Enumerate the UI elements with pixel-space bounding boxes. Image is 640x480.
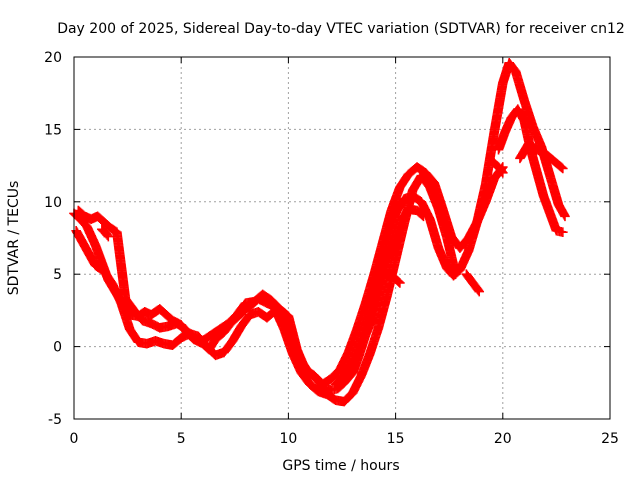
data-point-marker <box>473 285 484 296</box>
data-point-marker <box>395 278 405 288</box>
y-tick-label: 20 <box>44 50 62 66</box>
x-tick-label: 10 <box>279 431 297 447</box>
y-tick-label: 10 <box>44 195 62 211</box>
data-point-marker <box>394 277 404 287</box>
data-point-marker <box>102 230 113 240</box>
series-arc-5 <box>493 104 568 238</box>
data-point-marker <box>103 231 114 242</box>
y-tick-label: 15 <box>44 122 62 138</box>
y-tick-label: -5 <box>48 412 62 428</box>
data-point-marker <box>558 227 568 238</box>
y-tick-label: 0 <box>53 340 62 356</box>
data-point-marker <box>558 163 568 174</box>
x-tick-label: 15 <box>387 431 405 447</box>
data-points <box>69 57 570 407</box>
x-tick-label: 25 <box>601 431 619 447</box>
x-tick-label: 5 <box>177 431 186 447</box>
x-tick-label: 20 <box>494 431 512 447</box>
data-point-marker <box>474 286 485 297</box>
series-arc-4 <box>330 57 570 390</box>
y-tick-label: 5 <box>53 267 62 283</box>
x-tick-label: 0 <box>70 431 79 447</box>
x-axis-label: GPS time / hours <box>282 458 399 474</box>
chart-title: Day 200 of 2025, Sidereal Day-to-day VTE… <box>57 21 625 37</box>
series-arc-9 <box>97 224 114 242</box>
tick-labels: 0 5 10 15 20 25 -5 0 5 10 15 20 <box>44 50 619 447</box>
plot-frame <box>73 56 611 420</box>
data-point-marker <box>560 211 570 222</box>
series-arc-6 <box>515 139 568 174</box>
y-axis-label: SDTVAR / TECUs <box>6 181 22 296</box>
series-arc-10 <box>487 156 508 178</box>
data-point-marker <box>556 162 567 173</box>
data-point-marker <box>497 166 507 177</box>
data-point-marker <box>498 168 508 178</box>
series-arc-8 <box>461 269 485 297</box>
series-arc-7 <box>382 269 405 288</box>
